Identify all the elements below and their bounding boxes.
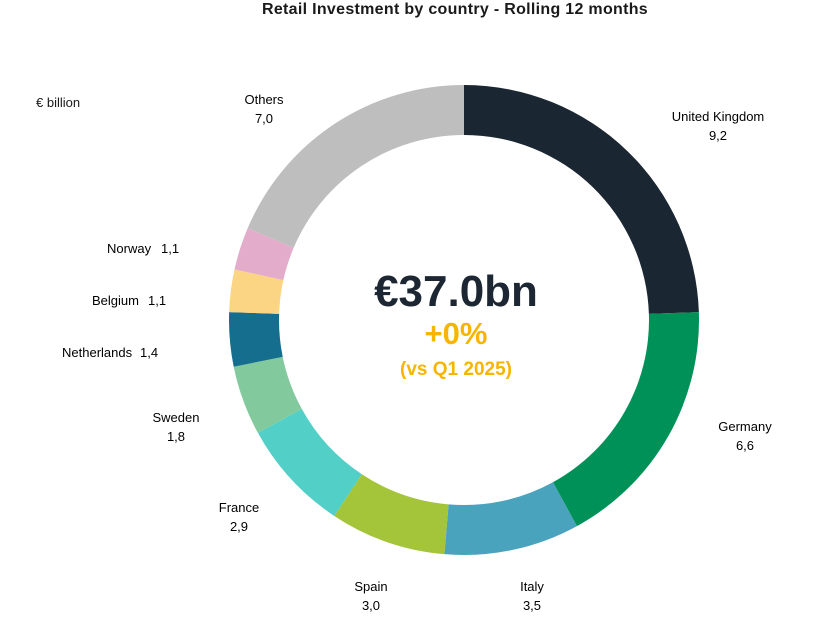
slice-label-sweden: Sweden bbox=[153, 410, 200, 425]
slice-value-belgium: 1,1 bbox=[148, 293, 166, 308]
slice-label-spain: Spain bbox=[354, 579, 387, 594]
slice-label-netherlands: Netherlands bbox=[62, 345, 133, 360]
slice-spain bbox=[334, 474, 449, 555]
slice-value-france: 2,9 bbox=[230, 519, 248, 534]
slice-belgium bbox=[229, 269, 284, 314]
slice-value-netherlands: 1,4 bbox=[140, 345, 158, 360]
slice-labels: United Kingdom 9,2 Germany 6,6 Italy 3,5 Spain… bbox=[62, 92, 772, 613]
unit-label: € billion bbox=[36, 95, 81, 110]
slice-label-germany: Germany bbox=[718, 419, 772, 434]
center-comparison-note: (vs Q1 2025) bbox=[400, 359, 512, 380]
slice-label-united-kingdom: United Kingdom bbox=[672, 109, 765, 124]
slice-germany bbox=[552, 312, 699, 527]
slice-netherlands bbox=[228, 312, 283, 367]
slice-value-united-kingdom: 9,2 bbox=[709, 128, 727, 143]
slice-value-others: 7,0 bbox=[255, 111, 273, 126]
slice-value-italy: 3,5 bbox=[523, 598, 541, 613]
slice-norway bbox=[234, 228, 294, 281]
slice-label-norway: Norway bbox=[107, 241, 152, 256]
slice-united-kingdom bbox=[464, 85, 699, 314]
slice-label-italy: Italy bbox=[520, 579, 544, 594]
slice-france bbox=[257, 408, 362, 516]
slice-value-germany: 6,6 bbox=[736, 438, 754, 453]
center-change-value: +0% bbox=[425, 316, 488, 351]
slice-label-others: Others bbox=[244, 92, 284, 107]
slice-label-france: France bbox=[219, 500, 259, 515]
slice-value-spain: 3,0 bbox=[362, 598, 380, 613]
slice-value-norway: 1,1 bbox=[161, 241, 179, 256]
slice-italy bbox=[444, 482, 577, 555]
slice-value-sweden: 1,8 bbox=[167, 429, 185, 444]
slice-others bbox=[247, 85, 464, 248]
slice-label-belgium: Belgium bbox=[92, 293, 139, 308]
donut-slices bbox=[228, 85, 699, 555]
slice-sweden bbox=[233, 356, 302, 433]
chart-title: Retail Investment by country - Rolling 1… bbox=[261, 1, 648, 18]
center-total-value: €37.0bn bbox=[374, 267, 538, 316]
